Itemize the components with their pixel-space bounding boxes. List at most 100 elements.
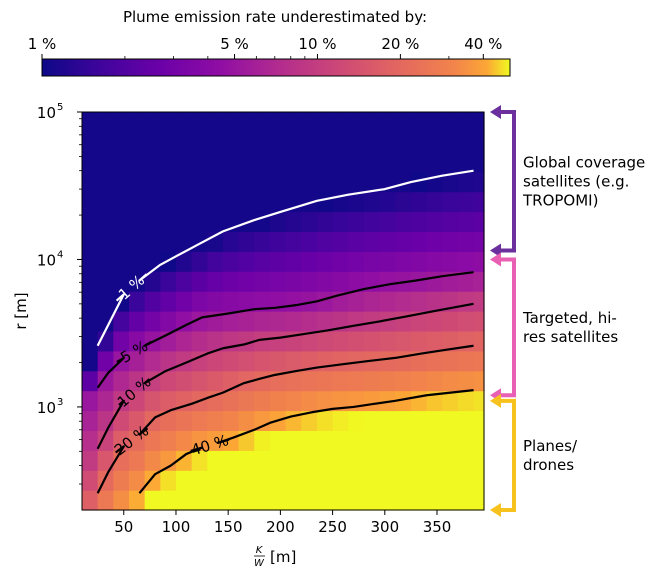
heatmap-cell (426, 271, 443, 292)
heatmap-cell (175, 231, 193, 252)
heatmap-cell (175, 330, 193, 352)
heatmap-cell (144, 151, 161, 173)
heatmap-cell (113, 191, 130, 213)
heatmap-cell (457, 251, 475, 272)
heatmap-cell (332, 390, 349, 412)
heatmap-cell (175, 430, 193, 451)
heatmap-cell (457, 390, 475, 412)
heatmap-cell (410, 291, 428, 312)
heatmap (82, 112, 485, 511)
heatmap-cell (379, 470, 396, 491)
heatmap-cell (175, 470, 193, 491)
heatmap-cell (207, 131, 224, 153)
heatmap-cell (113, 470, 130, 491)
heatmap-cell (395, 430, 412, 451)
heatmap-cell (97, 112, 114, 133)
heatmap-cell (254, 490, 271, 511)
heatmap-cell (128, 470, 146, 491)
heatmap-cell (442, 231, 459, 252)
heatmap-cell (82, 330, 99, 352)
heatmap-cell (238, 251, 255, 272)
y-tick-label-exponent: 3 (57, 397, 63, 408)
heatmap-cell (379, 131, 396, 153)
heatmap-cell (222, 430, 240, 451)
heatmap-cell (191, 191, 208, 213)
heatmap-cell (160, 231, 177, 252)
heatmap-cell (442, 370, 459, 392)
heatmap-cell (113, 251, 130, 272)
heatmap-cell (379, 410, 396, 431)
annotation-label: res satellites (523, 328, 618, 346)
heatmap-cell (269, 390, 287, 412)
heatmap-cell (160, 410, 177, 431)
heatmap-cell (97, 311, 114, 332)
x-tick-label: 250 (318, 518, 347, 536)
heatmap-cell (144, 470, 161, 491)
heatmap-cell (395, 490, 412, 511)
heatmap-cell (191, 291, 208, 312)
heatmap-cell (410, 470, 428, 491)
heatmap-cell (269, 231, 287, 252)
heatmap-cell (254, 271, 271, 292)
heatmap-cell (160, 291, 177, 312)
heatmap-cell (191, 330, 208, 352)
heatmap-cell (238, 470, 255, 491)
heatmap-cell (82, 410, 99, 431)
heatmap-cell (175, 291, 193, 312)
heatmap-cell (473, 151, 485, 173)
heatmap-cell (82, 112, 99, 133)
heatmap-cell (426, 291, 443, 312)
heatmap-cell (395, 231, 412, 252)
heatmap-cell (348, 251, 365, 272)
heatmap-cell (97, 370, 114, 392)
heatmap-cell (285, 151, 302, 173)
heatmap-cell (82, 211, 99, 232)
heatmap-cell (410, 490, 428, 511)
heatmap-cell (222, 291, 240, 312)
heatmap-cell (191, 470, 208, 491)
heatmap-cell (348, 490, 365, 511)
heatmap-cell (269, 112, 287, 133)
heatmap-cell (395, 291, 412, 312)
heatmap-cell (128, 430, 146, 451)
heatmap-cell (175, 271, 193, 292)
heatmap-cell (128, 410, 146, 431)
heatmap-cell (207, 251, 224, 272)
heatmap-cell (348, 271, 365, 292)
heatmap-cell (82, 470, 99, 491)
contour-line (138, 344, 474, 436)
heatmap-cell (191, 430, 208, 451)
colorbar-tick-label: 20 % (381, 35, 419, 53)
heatmap-cell (316, 410, 334, 431)
heatmap-cell (113, 370, 130, 392)
heatmap-cell (457, 171, 475, 193)
heatmap-cell (238, 231, 255, 252)
heatmap-cell (113, 390, 130, 412)
heatmap-cell (254, 231, 271, 252)
heatmap-cell (363, 291, 381, 312)
heatmap-cell (395, 350, 412, 372)
heatmap-cell (82, 251, 99, 272)
heatmap-cell (395, 151, 412, 173)
heatmap-cell (348, 112, 365, 133)
heatmap-cell (379, 271, 396, 292)
heatmap-cell (426, 151, 443, 173)
heatmap-cell (82, 271, 99, 292)
x-tick-label: 150 (214, 518, 243, 536)
heatmap-cell (457, 350, 475, 372)
heatmap-cell (144, 311, 161, 332)
heatmap-cell (175, 191, 193, 213)
heatmap-cell (301, 112, 318, 133)
heatmap-cell (348, 430, 365, 451)
colorbar-tick-label: 5 % (220, 35, 249, 53)
heatmap-cell (395, 410, 412, 431)
heatmap-cell (457, 311, 475, 332)
heatmap-cell (379, 211, 396, 232)
heatmap-cell (160, 370, 177, 392)
heatmap-cell (442, 390, 459, 412)
heatmap-cell (269, 450, 287, 471)
y-tick-label-exponent: 4 (57, 249, 63, 260)
heatmap-cell (410, 311, 428, 332)
heatmap-cell (113, 490, 130, 511)
